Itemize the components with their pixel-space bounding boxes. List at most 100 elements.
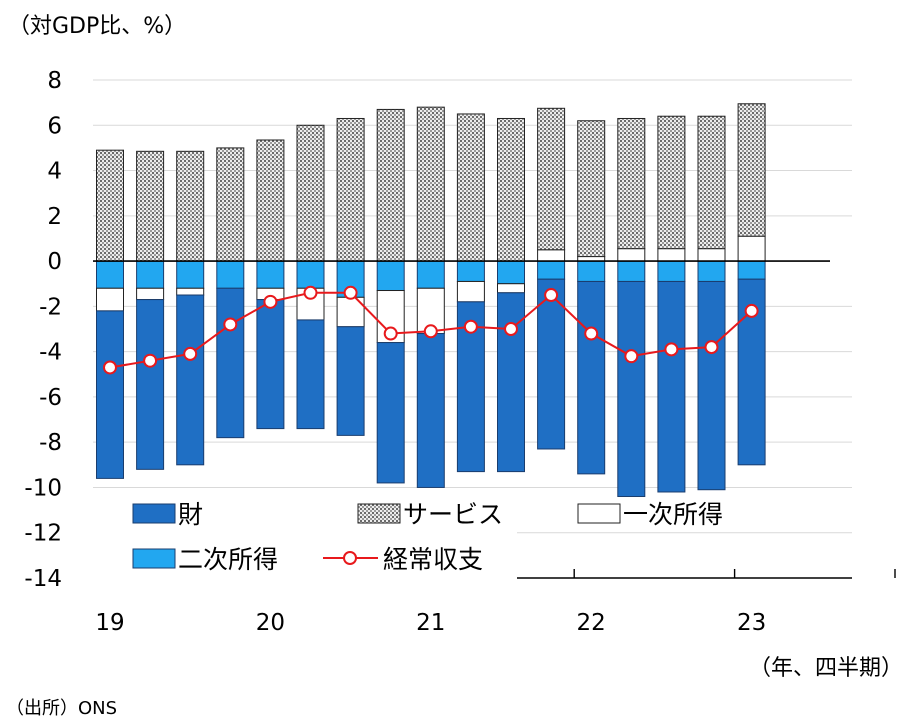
- bar-segment: [577, 280, 606, 475]
- y-axis-label: （対GDP比、%）: [8, 14, 187, 39]
- legend-current-account-label: 経常収支: [383, 545, 483, 574]
- bar-segment: [136, 150, 165, 262]
- bar-segment: [136, 260, 165, 289]
- bar-segment: [657, 115, 686, 250]
- bar-segment: [136, 287, 165, 301]
- bar-segment: [176, 260, 205, 289]
- current-account-point: [383, 326, 398, 341]
- bar-segment: [577, 120, 606, 258]
- legend-services-swatch: [357, 503, 401, 524]
- bar-segment: [617, 248, 646, 262]
- legend-goods-swatch: [132, 503, 176, 524]
- bar-segment: [216, 260, 245, 289]
- bar-segment: [537, 278, 566, 450]
- legend-secondary-label: 二次所得: [178, 545, 278, 574]
- legend-primary-swatch: [577, 503, 621, 524]
- bar-segment: [256, 260, 285, 289]
- bar-segment: [336, 326, 365, 436]
- y-tick-label: -10: [24, 475, 62, 501]
- current-account-point: [263, 294, 278, 309]
- bar-segment: [697, 248, 726, 262]
- bar-segment: [416, 333, 445, 488]
- bar-segment: [456, 260, 485, 282]
- bar-segment: [537, 249, 566, 262]
- y-tick-label: -12: [24, 521, 62, 547]
- bar-segment: [657, 260, 686, 282]
- y-tick-label: -4: [39, 340, 62, 366]
- bar-segment: [176, 150, 205, 262]
- legend-goods-label: 財: [178, 500, 203, 529]
- y-tick-label: -2: [39, 294, 62, 320]
- bar-segment: [456, 113, 485, 262]
- bar-segment: [376, 108, 405, 262]
- x-axis-unit: （年、四半期）: [748, 656, 903, 681]
- bar-segment: [456, 280, 485, 303]
- current-account-point: [584, 326, 599, 341]
- y-tick-label: 6: [47, 113, 62, 139]
- x-tick-label: 19: [95, 610, 124, 636]
- bar-segment: [497, 117, 525, 262]
- bar-segment: [176, 287, 205, 296]
- bar-segment: [416, 260, 445, 289]
- y-tick-label: 8: [47, 68, 62, 94]
- bar-segment: [497, 292, 525, 473]
- current-account-point: [423, 324, 438, 339]
- bar-segment: [657, 280, 686, 493]
- current-account-point: [223, 317, 238, 332]
- y-tick-label: 4: [47, 159, 62, 185]
- bar-segment: [136, 299, 165, 470]
- x-tick-label: 22: [577, 610, 606, 636]
- bar-segment: [296, 260, 325, 289]
- bar-segment: [256, 299, 285, 430]
- bar-layer: [96, 103, 766, 498]
- legend-current-account-marker: [343, 551, 357, 565]
- current-account-point: [103, 360, 117, 375]
- current-account-point: [143, 353, 158, 368]
- bar-segment: [497, 283, 525, 294]
- bar-segment: [497, 260, 525, 285]
- bar-segment: [697, 115, 726, 250]
- bar-segment: [416, 106, 445, 262]
- current-account-point: [343, 285, 358, 300]
- source-note: （出所）ONS: [6, 698, 118, 719]
- bar-segment: [697, 280, 726, 491]
- legend-services-label: サービス: [403, 500, 503, 529]
- current-account-point: [303, 285, 318, 300]
- current-account-point: [744, 303, 759, 318]
- bar-segment: [617, 260, 646, 282]
- bar-segment: [657, 248, 686, 262]
- y-tick-label: -8: [39, 430, 62, 456]
- bar-segment: [296, 319, 325, 430]
- bar-segment: [256, 139, 285, 262]
- bar-segment: [577, 260, 606, 282]
- bar-segment: [96, 260, 124, 289]
- bar-segment: [617, 117, 646, 250]
- bar-segment: [376, 260, 405, 292]
- x-tick-label: 20: [256, 610, 285, 636]
- bar-segment: [697, 260, 726, 282]
- bar-segment: [537, 107, 566, 251]
- current-account-point: [664, 342, 679, 357]
- y-tick-label: -6: [39, 385, 62, 411]
- bar-segment: [296, 124, 325, 262]
- bar-segment: [336, 117, 365, 262]
- bar-segment: [96, 310, 124, 479]
- bar-segment: [176, 294, 205, 466]
- x-tick-label: 21: [416, 610, 445, 636]
- bar-segment: [737, 103, 766, 237]
- current-account-point: [504, 322, 518, 336]
- y-tick-label: 0: [47, 249, 62, 275]
- current-account-point: [544, 288, 559, 303]
- bar-segment: [96, 287, 124, 312]
- legend-primary-label: 一次所得: [623, 500, 723, 529]
- bar-segment: [216, 287, 245, 439]
- current-account-point: [463, 319, 478, 334]
- current-account-point: [704, 340, 719, 355]
- bar-segment: [617, 280, 646, 498]
- bar-segment: [216, 147, 245, 262]
- bar-segment: [537, 260, 566, 280]
